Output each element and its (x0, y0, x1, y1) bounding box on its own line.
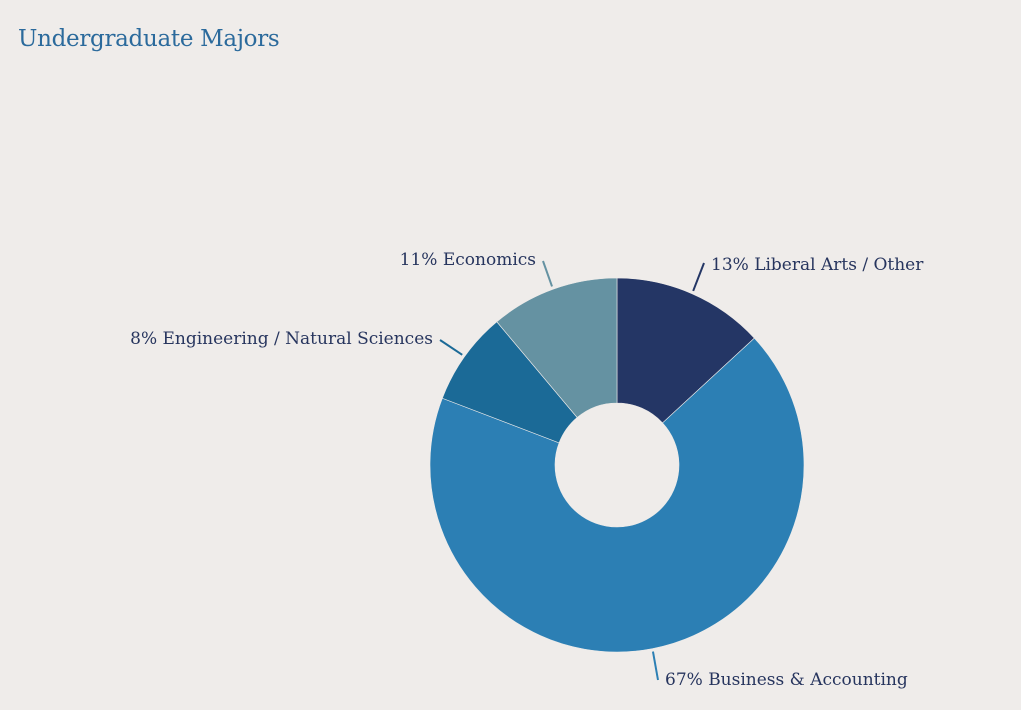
label-liberal-arts-other: 13% Liberal Arts / Other (711, 255, 924, 275)
leader-line-engineering-natural-sciences (439, 339, 463, 356)
leader-line-liberal-arts-other (692, 262, 705, 292)
slice-economics (496, 277, 618, 418)
leader-line-business-and-accounting (651, 651, 659, 681)
slice-labels: 13% Liberal Arts / Other 67% Business & A… (130, 250, 924, 690)
slice-business-and-accounting (429, 337, 805, 653)
donut-slices (429, 277, 805, 653)
leader-lines (439, 260, 705, 681)
slice-liberal-arts-other (616, 277, 755, 424)
label-engineering-natural-sciences: 8% Engineering / Natural Sciences (130, 329, 433, 349)
chart-title: Undergraduate Majors (18, 26, 280, 52)
leader-line-economics (542, 260, 553, 287)
label-economics: 11% Economics (400, 250, 536, 270)
label-business-and-accounting: 67% Business & Accounting (665, 670, 908, 690)
